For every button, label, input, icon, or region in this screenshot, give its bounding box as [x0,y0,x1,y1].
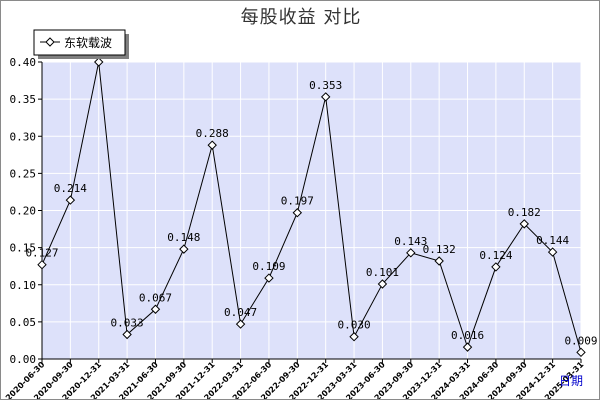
data-label: 0.214 [54,182,87,195]
data-point [462,342,473,352]
data-label: 0.197 [281,195,314,208]
data-point [207,140,217,150]
y-tick-label: 0.05 [10,316,37,329]
data-label: 0.353 [309,79,342,92]
legend-marker [45,37,55,47]
data-point [320,92,331,102]
data-point [264,273,274,283]
data-point [406,248,416,258]
x-axis-label: 日期 [559,374,583,388]
data-point [37,259,47,270]
data-point [349,332,359,342]
data-point [547,247,558,257]
data-label: 0.033 [111,316,144,329]
data-point [235,319,246,329]
data-point [491,262,501,272]
data-point [179,244,189,254]
data-point [94,57,104,67]
series-line [41,61,582,353]
data-label: 0.288 [196,127,229,140]
data-label: 0.124 [479,249,512,262]
data-point [519,219,529,229]
data-point [122,329,132,340]
legend-label: 东软载波 [64,36,112,50]
data-label: 0.047 [224,306,257,319]
y-tick-label: 0.25 [10,167,37,180]
data-point [377,279,388,289]
data-label: 0.148 [167,231,200,244]
data-label: 0.143 [394,235,427,248]
data-label: 0.132 [423,243,456,256]
y-tick-label: 0.15 [10,242,37,255]
data-label: 0.101 [366,266,399,279]
data-point [65,195,76,205]
data-point [150,304,161,314]
data-point [434,256,444,266]
data-label: 0.182 [508,206,541,219]
y-tick-label: 0.30 [10,130,37,143]
data-label: 0.030 [337,319,370,332]
data-point [292,208,303,218]
y-tick-label: 0.10 [10,279,37,292]
data-label: 0.067 [139,291,172,304]
data-label: 0.009 [564,334,597,347]
data-label: 0.109 [252,260,285,273]
data-label: 0.127 [25,247,58,260]
y-tick-label: 0.40 [10,56,37,69]
data-point [576,347,586,358]
y-tick-label: 0.35 [10,93,37,106]
data-label: 0.016 [451,329,484,342]
chart-title: 每股收益 对比 [240,7,362,28]
y-tick-label: 0.00 [10,353,37,366]
data-label: 0.144 [536,234,569,247]
y-tick-label: 0.20 [10,205,37,218]
